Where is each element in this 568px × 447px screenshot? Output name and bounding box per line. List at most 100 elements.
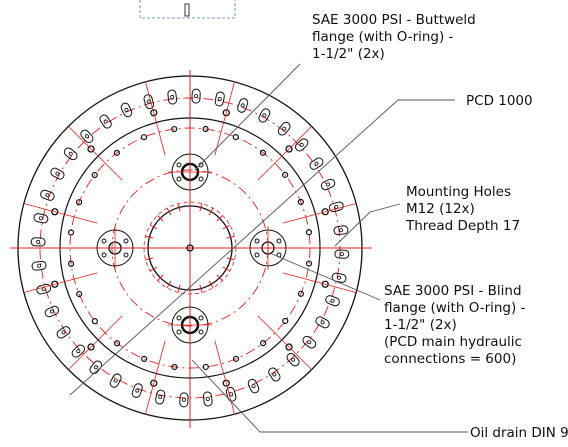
port-bolt [198,315,204,321]
slot [56,326,71,339]
hole [305,260,313,267]
slot-hole [299,142,304,147]
detail-part [184,3,190,17]
hole [260,340,267,347]
slot-hole [36,239,41,244]
slot-hole [41,287,46,292]
hole [232,133,239,141]
slot-hole [103,119,108,124]
hole [91,171,98,179]
hole [91,318,98,325]
annotation-line: (PCD main hydraulic [384,334,522,350]
hub-tooth [216,215,223,222]
hub-tooth [149,224,158,230]
mount-mark [282,272,357,293]
hole [297,290,305,297]
mount-mark [257,315,312,370]
slot-hole [68,151,73,156]
hole [305,229,313,236]
annotation-line: 1-1/2" (2x) [384,317,457,333]
slot-hole [61,330,66,335]
mount-mark [145,81,166,156]
mount-mark [257,126,312,181]
slot [286,352,300,367]
slot [50,167,65,180]
port-bolt [176,329,182,335]
annotation-line: Mounting Holes [406,184,511,200]
mount-hole [321,280,329,288]
port-bolt [198,162,204,168]
slot-hole [181,397,186,402]
leader [334,203,401,247]
slot [40,189,55,201]
port-bolt [123,238,129,244]
slot [30,237,46,247]
slot [71,344,86,358]
slot-hole [113,378,118,383]
slot [155,389,166,405]
slot [36,283,52,295]
annotation-line: SAE 3000 PSI - Buttweld [312,12,476,28]
mount-hole [87,145,95,153]
slot-hole [76,349,81,354]
slot-hole [194,94,199,99]
slot [320,178,336,191]
hole [297,198,304,206]
slot [268,367,281,382]
annotation-line: PCD 1000 [466,93,533,109]
leader [191,359,468,433]
slot-hole [55,171,60,176]
center-hole [186,244,194,252]
mount-mark [145,340,166,415]
slot-hole [84,134,89,139]
hub-tooth [199,284,203,293]
slot-hole [135,388,140,393]
port-bolt [276,238,282,244]
hole [113,149,120,156]
slot-hole [37,263,42,268]
hole [67,260,75,267]
slot [333,225,349,236]
annotation-line: Oil drain DIN 908 - G1/2" (3x) [470,425,568,441]
hole [140,134,148,141]
slot [302,335,317,349]
slot-hole [146,99,151,104]
slot-hole [320,320,325,325]
annotation: SAE 3000 PSI - Blind flange (with O-ring)… [384,283,526,367]
slot-hole [326,182,331,187]
hub-tooth [177,203,181,212]
slot-hole [307,340,312,345]
port-bolt [176,176,182,182]
port-bolt [176,315,182,321]
slot [89,360,103,375]
mount-hole [87,343,95,351]
annotation-line: SAE 3000 PSI - Blind [384,283,522,299]
annotation-line: Thread Depth 17 [405,218,520,234]
annotation: Mounting Holes M12 (12x) Thread Depth 17 [405,184,520,234]
slot [277,121,291,136]
hole [67,229,75,236]
annotation-line: 1-1/2" (2x) [312,46,385,62]
slot [214,91,225,107]
slot [191,88,201,104]
mount-mark [282,203,357,224]
slot-hole [229,392,234,397]
annotation: Oil drain DIN 908 - G1/2" (3x) [470,425,568,441]
slot [328,201,344,213]
slot [237,98,249,113]
hub-tooth [226,235,235,239]
slot-hole [38,216,43,221]
slot-hole [49,309,54,314]
slot-hole [334,204,339,209]
slot [120,102,133,118]
leaders [69,63,468,433]
slot [31,260,47,271]
slot [247,378,260,394]
hub-tooth [145,257,154,261]
hole [282,171,289,178]
port-bolt [101,238,107,244]
slot-hole [282,126,287,131]
slot [33,213,49,224]
mount-hole [285,343,293,351]
slot [225,386,237,402]
